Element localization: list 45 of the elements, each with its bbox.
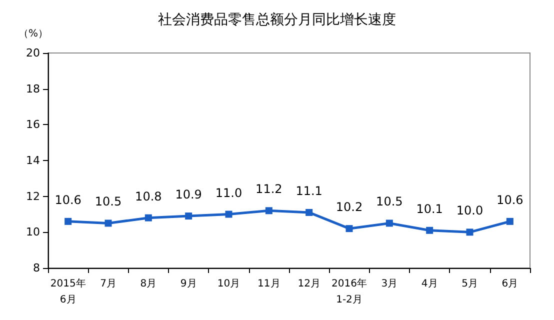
y-tick-label: 10 (26, 226, 40, 239)
x-tick-label: 10月 (217, 278, 240, 290)
x-tick-label: 9月 (180, 278, 197, 290)
point (466, 228, 474, 236)
x-tick-label: 7月 (100, 278, 116, 290)
data-label: 11.0 (215, 186, 242, 200)
data-label: 10.1 (416, 202, 443, 216)
point (104, 220, 112, 227)
point (225, 210, 232, 218)
data-label: 10.8 (135, 189, 162, 204)
y-tick-label: 12 (26, 190, 40, 203)
point (144, 214, 152, 222)
point (386, 220, 393, 227)
x-tick-label: 2016年 1-2月 (332, 278, 367, 306)
x-tick-label: 12月 (298, 278, 320, 290)
data-label: 10.6 (54, 192, 82, 207)
point (506, 218, 514, 225)
point (306, 208, 313, 216)
point (185, 212, 192, 220)
point (346, 225, 353, 232)
data-label: 10.5 (94, 194, 122, 209)
data-label: 10.0 (456, 204, 484, 218)
chart-title: 社会消费品零售总额分月同比增长速度 (158, 12, 396, 28)
x-tick-label: 2015年 6月 (50, 278, 86, 306)
x-tick-label: 3月 (381, 278, 398, 290)
point (265, 207, 272, 214)
x-tick-label: 4月 (421, 278, 438, 290)
y-tick-label: 20 (26, 46, 40, 60)
y-tick-label: 8 (33, 262, 40, 274)
x-tick-label: 8月 (140, 278, 157, 290)
point (426, 226, 434, 234)
y-tick-label: 18 (26, 82, 40, 96)
y-tick-label: 14 (26, 154, 40, 167)
x-tick-label: 6月 (502, 278, 518, 290)
data-label: 10.5 (376, 194, 403, 209)
point (64, 218, 72, 225)
data-label: 11.1 (296, 184, 322, 198)
data-label: 11.2 (256, 182, 282, 196)
y-tick-label: 16 (26, 118, 40, 132)
x-tick-label: 5月 (462, 278, 478, 290)
data-label: 10.6 (496, 192, 524, 207)
data-label: 10.2 (336, 200, 363, 214)
y-axis-title: （%） (18, 28, 48, 40)
data-label: 10.9 (175, 188, 202, 202)
x-tick-label: 11月 (258, 278, 280, 290)
